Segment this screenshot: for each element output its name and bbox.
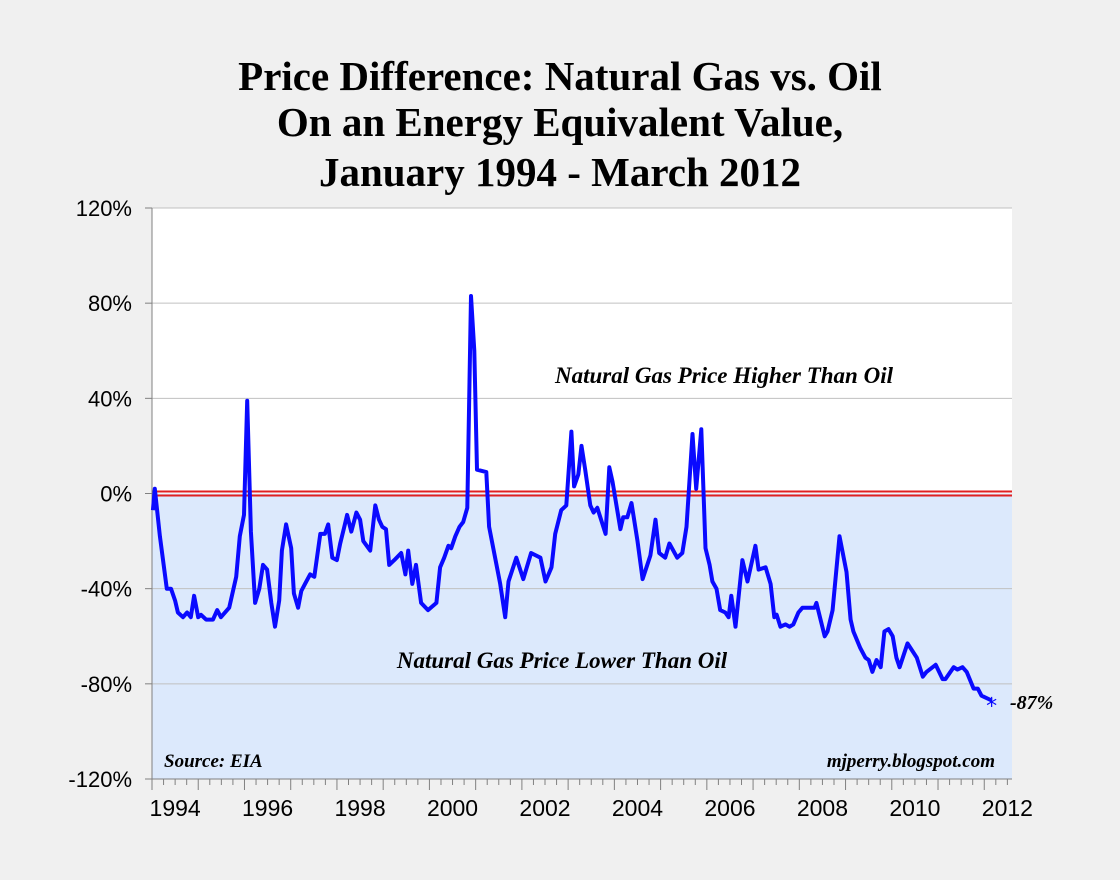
x-tick-label: 2000 bbox=[427, 795, 478, 821]
last-value-label: -87% bbox=[1010, 692, 1053, 714]
x-tick-label: 2002 bbox=[519, 795, 570, 821]
y-tick-label: -80% bbox=[81, 672, 132, 697]
below-zero-shading bbox=[152, 493, 1012, 779]
x-tick-label: 1996 bbox=[242, 795, 293, 821]
y-tick-label: 80% bbox=[88, 291, 132, 316]
source-label: Source: EIA bbox=[164, 751, 263, 772]
y-tick-label: 0% bbox=[100, 482, 132, 507]
x-tick-label: 1994 bbox=[150, 795, 201, 821]
x-tick-label: 2004 bbox=[612, 795, 663, 821]
x-tick-label: 2008 bbox=[797, 795, 848, 821]
y-tick-label: 40% bbox=[88, 386, 132, 411]
chart-title-line-3: January 1994 - March 2012 bbox=[318, 149, 802, 195]
y-tick-label: -120% bbox=[68, 767, 132, 792]
annotation-lower: Natural Gas Price Lower Than Oil bbox=[396, 648, 728, 673]
x-tick-label: 2010 bbox=[889, 795, 940, 821]
x-tick-label: 1998 bbox=[334, 795, 385, 821]
chart-title-line-2: On an Energy Equivalent Value, bbox=[276, 99, 844, 145]
y-tick-label: -40% bbox=[81, 577, 132, 602]
y-tick-label: 120% bbox=[76, 196, 132, 221]
credit-label: mjperry.blogspot.com bbox=[827, 751, 995, 772]
annotation-higher: Natural Gas Price Higher Than Oil bbox=[554, 363, 894, 388]
x-tick-label: 2012 bbox=[982, 795, 1033, 821]
last-point-marker: * bbox=[986, 694, 997, 719]
chart-title-line-1: Price Difference: Natural Gas vs. Oil bbox=[238, 53, 882, 99]
x-tick-label: 2006 bbox=[704, 795, 755, 821]
series-line bbox=[150, 294, 993, 703]
